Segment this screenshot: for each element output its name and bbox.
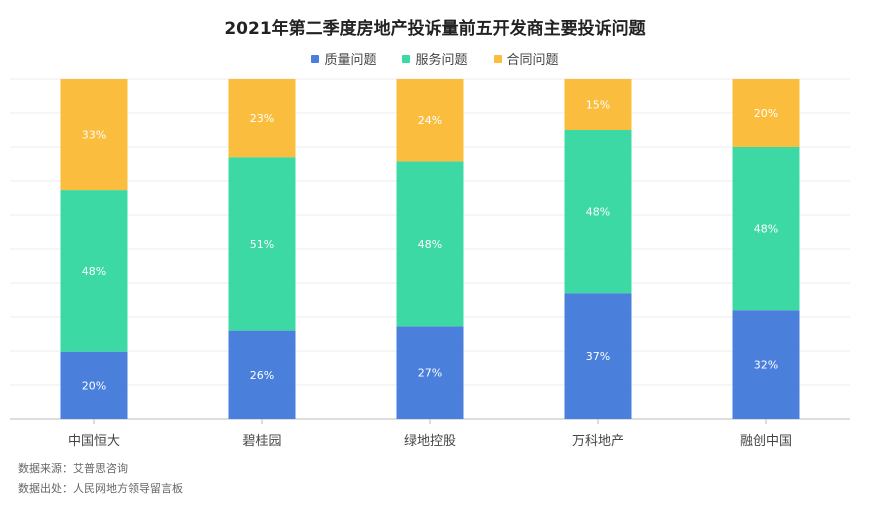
bar-data-label: 37% [586, 350, 610, 363]
bar-segment-quality[interactable] [60, 351, 128, 419]
bar-segment-service[interactable] [564, 130, 632, 294]
chart-title: 2021年第二季度房地产投诉量前五开发商主要投诉问题 [224, 19, 646, 39]
bar-segment-service[interactable] [228, 157, 296, 331]
bar-segment-contract[interactable] [60, 79, 128, 191]
bar-data-label: 32% [754, 359, 778, 372]
bar-data-label: 48% [82, 265, 106, 278]
bar-segment-contract[interactable] [732, 79, 800, 147]
legend-swatch-contract [493, 54, 502, 63]
bar-data-label: 33% [82, 129, 106, 142]
bar-segment-quality[interactable] [564, 293, 632, 419]
bar-segment-contract[interactable] [228, 79, 296, 158]
legend-item-service[interactable]: 服务问题 [402, 49, 468, 68]
footnote-origin: 数据出处：人民网地方领导留言板 [18, 482, 183, 495]
legend-item-contract[interactable]: 合同问题 [493, 49, 559, 68]
bar-data-label: 15% [586, 99, 610, 112]
bar-data-label: 26% [250, 369, 274, 382]
bar-data-label: 51% [250, 238, 274, 251]
legend-label-quality: 质量问题 [324, 53, 377, 68]
bar-segment-quality[interactable] [228, 330, 296, 419]
bar-segment-quality[interactable] [732, 310, 800, 419]
legend-item-quality[interactable]: 质量问题 [311, 49, 376, 68]
footnote-source: 数据来源：艾普思咨询 [18, 462, 128, 475]
bar-data-label: 48% [754, 223, 778, 236]
bar-data-label: 23% [250, 112, 274, 125]
bar-segment-quality[interactable] [396, 326, 464, 419]
chart-legend: 质量问题 服务问题 合同问题 [0, 49, 870, 68]
bar-data-label: 24% [418, 114, 442, 127]
bar-segment-contract[interactable] [396, 79, 464, 162]
x-axis-category-label: 融创中国 [740, 434, 792, 449]
bar-segment-contract[interactable] [564, 79, 632, 130]
legend-label-service: 服务问题 [415, 53, 468, 68]
bar-segment-service[interactable] [60, 190, 128, 352]
bar-segment-service[interactable] [396, 161, 464, 327]
bar-data-label: 20% [754, 107, 778, 120]
bar-segment-service[interactable] [732, 147, 800, 311]
bar-data-label: 48% [586, 206, 610, 219]
bar-data-label: 27% [418, 367, 442, 380]
x-axis-category-label: 碧桂园 [242, 434, 281, 449]
legend-swatch-service [402, 54, 411, 63]
bar-data-label: 20% [82, 379, 106, 392]
legend-label-contract: 合同问题 [506, 53, 559, 68]
x-axis-category-label: 万科地产 [572, 434, 624, 449]
legend-swatch-quality [311, 54, 320, 63]
bar-data-label: 48% [418, 238, 442, 251]
x-axis-category-label: 绿地控股 [404, 434, 456, 449]
x-axis-category-label: 中国恒大 [68, 434, 120, 449]
